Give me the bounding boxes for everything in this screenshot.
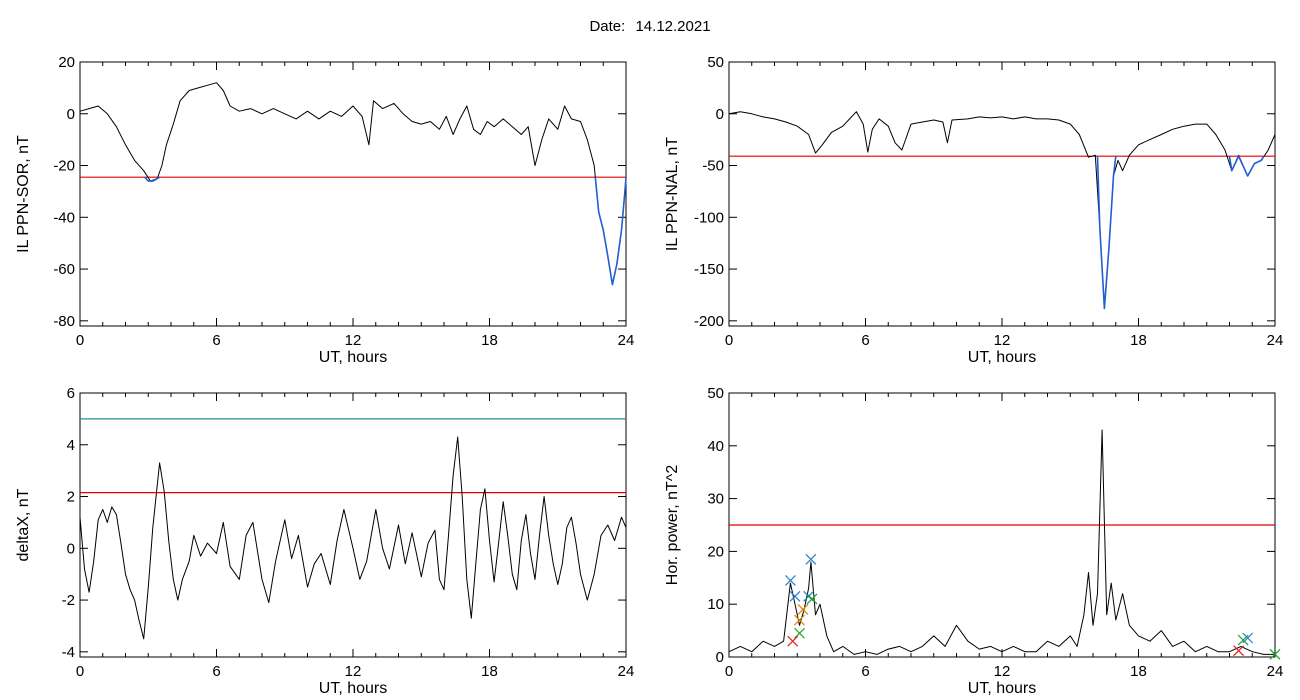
x-tick-label: 24 [1267,332,1284,349]
x-tick-label: 6 [212,332,220,349]
series-line [1096,156,1117,310]
y-tick-label: 0 [716,106,724,123]
x-tick-label: 0 [725,332,733,349]
x-tick-label: 12 [994,663,1011,680]
plot-frame [728,61,1276,327]
x-marker [806,593,818,605]
x-tick-label: 6 [212,663,220,680]
chart-panel-top-right: 0 6 12 18 24 50 0 -50 -100 -150 -200 UT, hours IL PP… [664,54,1283,366]
x-tick-label: 24 [618,332,635,349]
y-tick-label: 40 [707,438,724,455]
plot-frame [79,61,627,327]
y-tick-label: 4 [67,437,75,454]
y-tick-label: -40 [53,209,75,226]
series-line [594,177,627,286]
y-tick-label: 0 [67,106,75,123]
series-line [728,429,1275,655]
series-line [144,176,160,182]
chart-panel-bottom-right: 0 6 12 18 24 50 40 30 20 10 0 UT, hours Hor. power, … [664,385,1283,697]
x-axis-label: UT, hours [968,680,1036,697]
y-tick-label: -200 [694,313,724,330]
x-marker [805,553,817,565]
x-tick-label: 24 [618,663,635,680]
y-tick-label: 0 [716,649,724,666]
x-marker [797,604,809,615]
y-tick-label: -2 [62,592,75,609]
y-tick-label: 20 [707,543,724,560]
x-tick-label: 6 [861,332,869,349]
x-tick-label: 12 [345,663,362,680]
series-line [728,111,1276,309]
x-tick-label: 0 [725,663,733,680]
series-line [1228,155,1265,177]
plot-frame [79,392,627,658]
x-tick-label: 0 [76,332,84,349]
y-tick-label: 50 [707,54,724,71]
x-tick-label: 18 [481,332,498,349]
x-marker [789,590,801,602]
y-axis-label: IL PPN-NAL, nT [664,137,681,251]
x-tick-label: 24 [1267,663,1284,680]
x-tick-label: 0 [76,663,84,680]
y-tick-label: 20 [58,54,75,71]
x-marker [785,575,796,586]
x-marker [1242,632,1254,644]
y-tick-label: 30 [707,491,724,508]
x-tick-label: 18 [1130,663,1147,680]
x-marker [1233,645,1245,657]
chart-panel-top-left: 0 6 12 18 24 20 0 -20 -40 -60 -80 UT, hours IL PPN-S… [15,54,634,366]
y-axis-label: IL PPN-SOR, nT [15,135,32,253]
y-tick-label: -150 [694,261,724,278]
y-tick-label: 2 [67,489,75,506]
x-axis-label: UT, hours [319,349,387,366]
x-marker [787,635,799,647]
y-tick-label: -50 [702,158,724,175]
y-tick-label: -80 [53,313,75,330]
y-axis-label: Hor. power, nT^2 [664,465,681,586]
date-value: 14.12.2021 [635,18,711,35]
y-tick-label: 10 [707,596,724,613]
x-tick-label: 12 [345,332,362,349]
x-marker [1269,648,1281,660]
y-tick-label: -4 [62,644,75,661]
x-tick-label: 18 [1130,332,1147,349]
series-line [79,436,627,640]
y-tick-label: 0 [67,540,75,557]
y-tick-label: -20 [53,158,75,175]
y-tick-label: -100 [694,209,724,226]
date-label: Date: [589,18,626,35]
y-tick-label: -60 [53,261,75,278]
x-marker [794,627,805,639]
y-axis-label: deltaX, nT [15,488,32,561]
x-axis-label: UT, hours [319,680,387,697]
chart-panel-bottom-left: 0 6 12 18 24 6 4 2 0 -2 -4 UT, hours deltaX, nT [15,385,634,697]
y-tick-label: 6 [67,385,75,402]
x-tick-label: 12 [994,332,1011,349]
page-title: Date: 14.12.2021 [0,18,1300,35]
x-marker [794,614,805,626]
y-tick-label: 50 [707,385,724,402]
series-line [79,82,627,286]
x-axis-label: UT, hours [968,349,1036,366]
x-tick-label: 18 [481,663,498,680]
x-tick-label: 6 [861,663,869,680]
